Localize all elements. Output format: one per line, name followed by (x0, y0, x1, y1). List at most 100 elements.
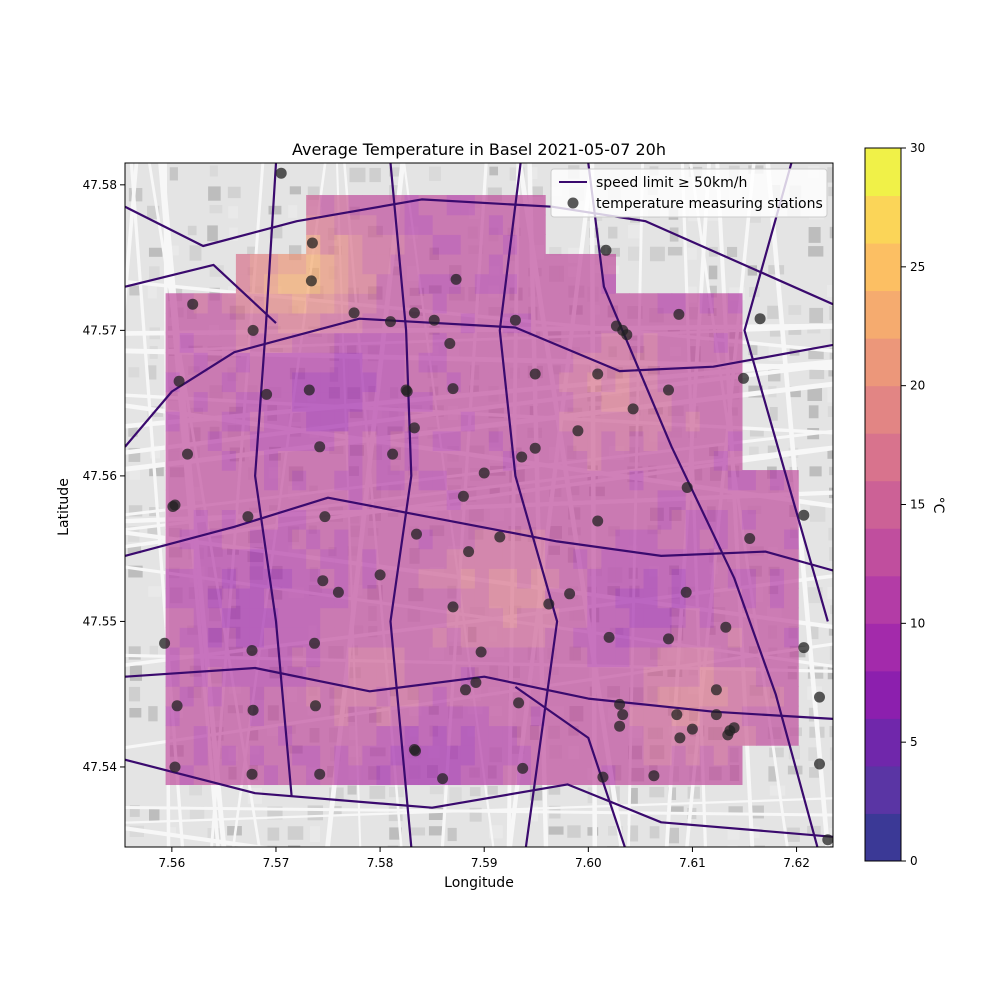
heatmap-cell (643, 450, 659, 471)
heatmap-cell (517, 627, 532, 648)
heatmap-cell (755, 627, 771, 648)
heatmap-cell (264, 725, 279, 746)
basemap-block (148, 247, 163, 257)
heatmap-cell (221, 312, 237, 334)
heatmap-cell (221, 627, 237, 648)
heatmap-cell (334, 764, 349, 786)
heatmap-cell (207, 450, 223, 471)
heatmap-cell (699, 489, 715, 510)
heatmap-cell (784, 646, 799, 668)
heatmap-cell (741, 686, 757, 707)
heatmap-cell (278, 745, 293, 766)
heatmap-cell (446, 352, 462, 373)
heatmap-cell (502, 607, 518, 628)
heatmap-cell (657, 725, 673, 746)
heatmap-cell (629, 686, 645, 707)
heatmap-cell (488, 195, 504, 216)
heatmap-cell (474, 391, 490, 412)
heatmap-cell (334, 745, 349, 766)
heatmap-cell (306, 489, 321, 510)
heatmap-cell (348, 234, 363, 255)
basemap-block (149, 465, 164, 477)
heatmap-cell (770, 568, 785, 589)
heatmap-cell (531, 489, 546, 510)
heatmap-cell (559, 548, 574, 569)
heatmap-cell (221, 548, 237, 569)
heatmap-cell (179, 607, 195, 628)
heatmap-cell (376, 509, 392, 530)
heatmap-cell (559, 686, 574, 707)
heatmap-cell (559, 725, 574, 746)
heatmap-cell (376, 470, 392, 491)
heatmap-cell (502, 646, 518, 668)
heatmap-cell (404, 430, 420, 452)
heatmap-cell (432, 745, 448, 766)
heatmap-cell (629, 470, 645, 491)
heatmap-cell (235, 371, 251, 393)
heatmap-cell (221, 705, 237, 727)
basemap-block (287, 826, 304, 840)
heatmap-cell (559, 529, 574, 550)
basemap-block (187, 225, 197, 236)
heatmap-cell (573, 273, 588, 294)
heatmap-cell (615, 391, 631, 412)
speed-limit-road (125, 198, 833, 306)
heatmap-cell (531, 646, 546, 668)
heatmap-cell (573, 509, 588, 530)
heatmap-cell (264, 450, 279, 471)
station-marker (247, 704, 259, 716)
heatmap-cell (390, 391, 406, 412)
heatmap-cell (713, 293, 729, 314)
station-marker (478, 467, 490, 479)
heatmap-cell (488, 411, 504, 432)
heatmap-cell (545, 548, 560, 569)
heatmap-cell (643, 686, 659, 707)
heatmap-cell (657, 587, 673, 609)
heatmap-cell (671, 627, 687, 648)
heatmap-cell (264, 686, 279, 707)
colorbar-band (865, 813, 901, 862)
heatmap-cell (474, 214, 490, 235)
x-tick-label: 7.59 (471, 856, 498, 870)
heatmap-cell (517, 587, 532, 609)
heatmap-cell (264, 312, 279, 334)
heatmap-cell (306, 293, 321, 314)
station-marker (814, 691, 825, 703)
heatmap-cell (348, 568, 363, 589)
basemap-block (189, 785, 203, 796)
heatmap-cell (573, 332, 588, 353)
heatmap-cell (601, 411, 616, 432)
heatmap-cell (348, 607, 363, 628)
heatmap-cell (502, 627, 518, 648)
heatmap-cell (207, 568, 223, 589)
heatmap-cell (278, 568, 293, 589)
heatmap-cell (376, 391, 392, 412)
heatmap-cell (517, 214, 532, 235)
heatmap-cell (320, 273, 335, 294)
heatmap-cell (165, 568, 181, 589)
heatmap-cell (460, 195, 476, 216)
heatmap-cell (474, 587, 490, 609)
basemap-block (608, 826, 623, 836)
heatmap-cell (629, 332, 645, 353)
heatmap-cell (601, 587, 616, 609)
heatmap-cell (165, 646, 181, 668)
heatmap-cell (264, 371, 279, 393)
heatmap-cell (573, 705, 588, 727)
heatmap-cell (292, 548, 307, 569)
heatmap-cell (531, 273, 546, 294)
heatmap-cell (334, 332, 349, 353)
heatmap-cell (278, 273, 293, 294)
heatmap-cell (545, 627, 560, 648)
heatmap-cell (755, 725, 771, 746)
heatmap-cell (517, 312, 532, 334)
heatmap-cell (362, 293, 378, 314)
colorbar-tick-label: 15 (910, 498, 925, 512)
basemap-block (788, 325, 802, 335)
heatmap-cell (671, 764, 687, 786)
speed-limit-roads (125, 163, 833, 847)
station-marker (516, 451, 528, 463)
heatmap-cell (713, 666, 729, 687)
heatmap-cell (334, 470, 349, 491)
heatmap-cell (390, 607, 406, 628)
